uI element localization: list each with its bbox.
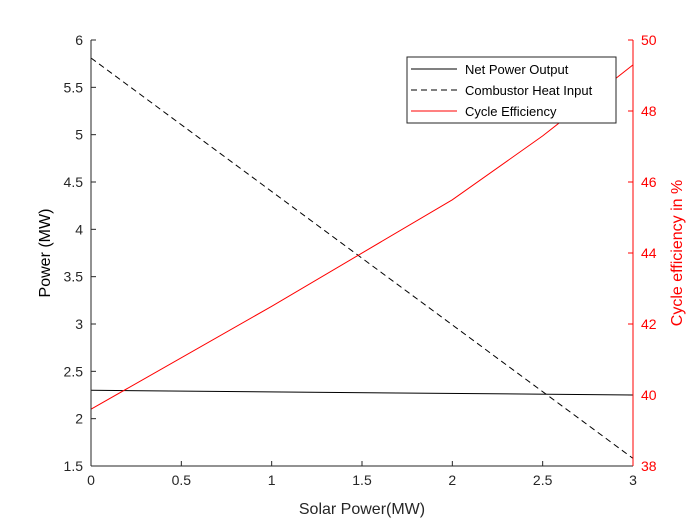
left-y-tick-label: 2 bbox=[75, 411, 83, 427]
x-tick-label: 2 bbox=[448, 472, 456, 488]
left-y-tick-label: 1.5 bbox=[64, 458, 84, 474]
left-axis-ticks: 1.5 2 2.5 3 3.5 4 4.5 5 5.5 6 bbox=[64, 32, 96, 474]
right-y-axis-title: Cycle efficiency in % bbox=[669, 180, 686, 326]
x-tick-label: 1.5 bbox=[352, 472, 372, 488]
series-line-1 bbox=[90, 389, 634, 396]
right-y-tick-label: 40 bbox=[641, 387, 657, 403]
legend-label-2: Combustor Heat Input bbox=[465, 83, 593, 98]
x-axis-ticks: 0 0.5 1 1.5 2 2.5 3 bbox=[87, 461, 637, 488]
left-y-tick-label: 6 bbox=[75, 32, 83, 48]
legend-label-3: Cycle Efficiency bbox=[465, 104, 557, 119]
x-tick-label: 0 bbox=[87, 472, 95, 488]
right-axis-ticks: 38 40 42 44 46 48 50 bbox=[628, 32, 657, 474]
left-y-tick-label: 4 bbox=[75, 221, 83, 237]
legend-label-1: Net Power Output bbox=[465, 62, 569, 77]
left-y-tick-label: 5.5 bbox=[64, 79, 84, 95]
right-y-tick-label: 44 bbox=[641, 245, 657, 261]
x-tick-label: 2.5 bbox=[533, 472, 553, 488]
left-y-tick-label: 3 bbox=[75, 316, 83, 332]
legend: Net Power Output Combustor Heat Input Cycl… bbox=[406, 56, 617, 124]
series-line-2 bbox=[90, 57, 634, 459]
right-y-tick-label: 50 bbox=[641, 32, 657, 48]
right-y-tick-label: 46 bbox=[641, 174, 657, 190]
left-y-tick-label: 2.5 bbox=[64, 363, 84, 379]
right-y-tick-label: 48 bbox=[641, 103, 657, 119]
right-y-tick-label: 38 bbox=[641, 458, 657, 474]
plot-axes bbox=[90, 40, 634, 467]
x-axis-title: Solar Power(MW) bbox=[299, 501, 425, 518]
x-tick-label: 3 bbox=[629, 472, 637, 488]
right-y-tick-label: 42 bbox=[641, 316, 657, 332]
x-tick-label: 1 bbox=[268, 472, 276, 488]
left-y-tick-label: 3.5 bbox=[64, 269, 84, 285]
left-y-tick-label: 5 bbox=[75, 127, 83, 143]
x-tick-label: 0.5 bbox=[172, 472, 192, 488]
left-y-axis-title: Power (MW) bbox=[37, 209, 54, 298]
left-y-tick-label: 4.5 bbox=[64, 174, 84, 190]
